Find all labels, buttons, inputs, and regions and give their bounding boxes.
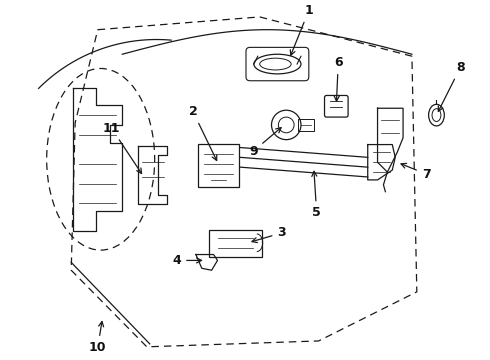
- Text: 4: 4: [172, 254, 201, 267]
- Text: 7: 7: [401, 163, 431, 180]
- Text: 10: 10: [89, 321, 106, 354]
- Text: 11: 11: [103, 122, 142, 174]
- Text: 3: 3: [252, 226, 286, 243]
- Text: 8: 8: [439, 61, 465, 111]
- Text: 9: 9: [249, 128, 281, 158]
- Text: 5: 5: [312, 171, 321, 220]
- Text: 2: 2: [189, 105, 217, 161]
- Text: 1: 1: [290, 4, 313, 55]
- Text: 6: 6: [334, 56, 343, 101]
